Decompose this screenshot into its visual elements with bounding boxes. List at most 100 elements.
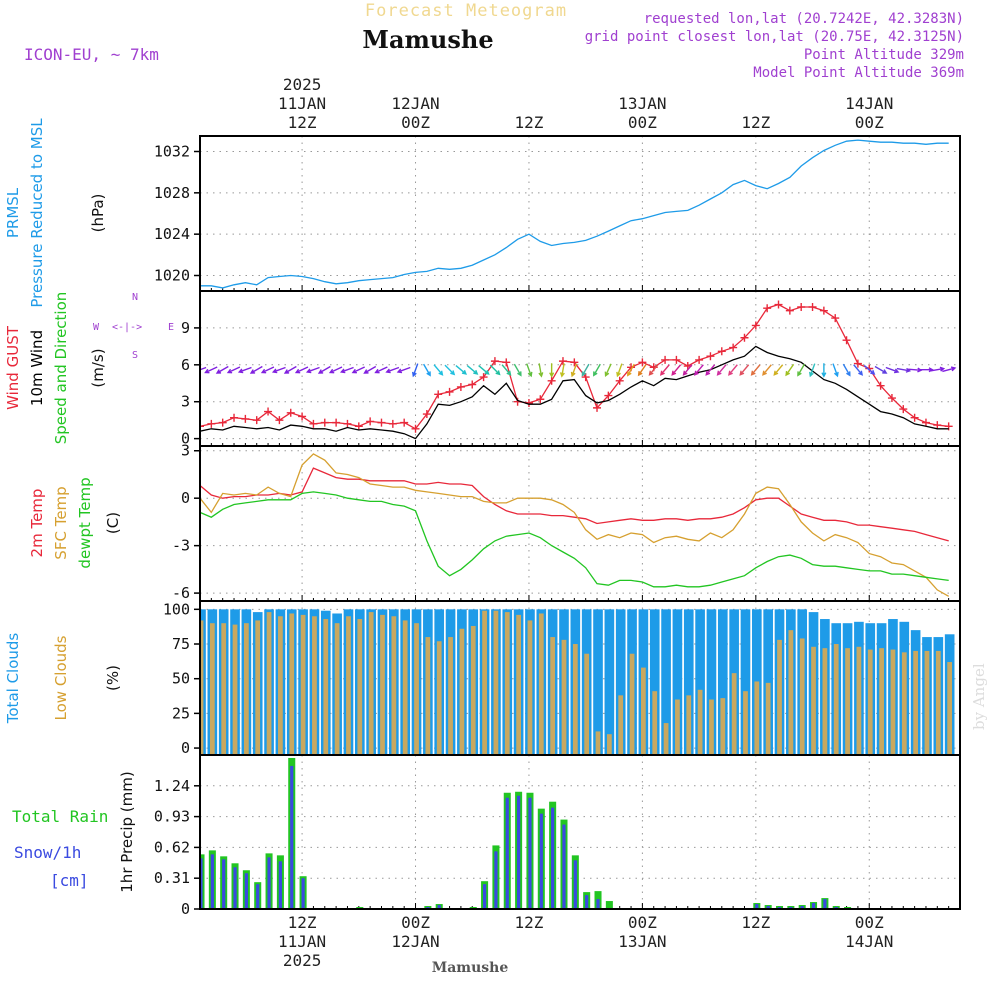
- panel-label: Pressure Reduced to MSL: [28, 118, 46, 308]
- low-cloud-bar: [200, 620, 204, 755]
- y-tick-label: 0: [181, 489, 190, 507]
- low-cloud-bar: [482, 610, 487, 755]
- wind-arrow: [762, 364, 772, 376]
- gust-point: [230, 413, 239, 422]
- low-cloud-bar: [561, 639, 567, 755]
- wind-arrow: [785, 364, 795, 377]
- bottom-tick-label: 13JAN: [618, 932, 666, 951]
- wind-arrow: [853, 364, 864, 376]
- wind-arrow: [581, 363, 590, 377]
- top-tick-label: 2025: [283, 75, 322, 94]
- plot-area: [200, 453, 950, 597]
- y-tick-label: 100: [163, 600, 190, 618]
- wind-arrow: [604, 363, 612, 377]
- snow-bar: [233, 867, 237, 909]
- gust-point: [774, 300, 783, 309]
- snow-bar: [301, 878, 305, 909]
- plot-area: [200, 139, 949, 289]
- panel-label: SFC Temp: [52, 486, 70, 559]
- y-tick-label: -6: [172, 584, 190, 602]
- total-cloud-bar: [706, 609, 717, 755]
- wind-arrow: [374, 366, 388, 374]
- wind-arrow: [739, 364, 750, 376]
- bottom-tick-label: 11JAN: [278, 932, 326, 951]
- snow-bar: [494, 851, 498, 909]
- y-tick-label: 1032: [154, 143, 190, 161]
- gust-point: [241, 414, 250, 423]
- top-tick-label: 12Z: [741, 113, 770, 132]
- low-cloud-bar: [595, 731, 601, 755]
- low-cloud-bar: [947, 662, 953, 755]
- low-cloud-bar: [629, 653, 635, 755]
- panel-frame: [199, 445, 961, 602]
- wind-arrow: [809, 363, 816, 378]
- snow-bar: [766, 906, 770, 909]
- bottom-tick-label: 00Z: [628, 913, 657, 932]
- panel-label: Wind GUST: [4, 325, 22, 410]
- gust-point: [751, 321, 760, 330]
- total-cloud-bar: [717, 609, 728, 755]
- snow-bar: [596, 899, 600, 909]
- plot-area: [200, 300, 957, 440]
- gust-point: [490, 357, 499, 366]
- compass-w: W: [93, 322, 100, 333]
- snow-bar: [517, 795, 521, 909]
- gust-point: [842, 336, 851, 345]
- panel-label: 10m Wind: [28, 330, 46, 406]
- grid: [200, 446, 960, 601]
- low-cloud-bar: [380, 614, 385, 755]
- snow-bar: [528, 797, 532, 909]
- low-cloud-bar: [255, 620, 261, 755]
- low-cloud-bar: [527, 620, 533, 755]
- gust-point: [921, 418, 930, 427]
- bottom-tick-4: 12Z: [741, 913, 770, 932]
- low-cloud-bar: [448, 637, 453, 755]
- gust-point: [366, 417, 375, 426]
- wind-arrow: [896, 367, 912, 373]
- y-tick-label: 75: [172, 635, 190, 653]
- series-line-prmsl: [200, 139, 949, 289]
- panel-label: Snow/1h: [14, 843, 81, 862]
- panel-unit-label: (hPa): [89, 194, 107, 233]
- low-cloud-bar: [697, 689, 703, 755]
- low-cloud-bar: [346, 616, 351, 755]
- wind-arrow: [385, 366, 400, 374]
- wind-arrow: [513, 363, 522, 377]
- gust-point: [332, 418, 341, 427]
- low-cloud-bar: [686, 695, 692, 755]
- wind-arrow: [648, 364, 659, 376]
- gust-point: [445, 387, 454, 396]
- wind-arrow: [489, 364, 501, 376]
- y-tick-label: 0.31: [154, 869, 190, 887]
- low-cloud-bar: [731, 673, 737, 755]
- wind-arrow: [570, 363, 578, 378]
- bottom-tick-label: 00Z: [401, 913, 430, 932]
- y-tick-label: 3: [181, 442, 190, 460]
- snow-bar: [256, 884, 260, 909]
- panel-label: [cm]: [50, 871, 89, 890]
- wind-arrow: [728, 364, 738, 376]
- snow-bar: [244, 873, 248, 909]
- y-tick-label: 0: [181, 900, 190, 918]
- low-cloud-bar: [516, 614, 521, 755]
- wind-arrow: [423, 363, 431, 377]
- gust-point: [808, 302, 817, 311]
- wind-arrow: [466, 365, 479, 375]
- snow-bar: [222, 859, 226, 909]
- point-altitude: Point Altitude 329m: [804, 47, 964, 63]
- total-cloud-bar: [740, 609, 751, 755]
- bottom-tick-label: 12Z: [288, 913, 317, 932]
- wind-arrow: [863, 365, 876, 375]
- gust-point: [388, 419, 397, 428]
- low-cloud-bar: [334, 623, 340, 755]
- y-tick-label: -3: [172, 537, 190, 555]
- low-cloud-bar: [300, 614, 306, 755]
- bottom-tick-label: 2025: [283, 951, 322, 970]
- bottom-tick-2: 12Z: [515, 913, 544, 932]
- snow-bar: [551, 807, 555, 909]
- low-cloud-bar: [606, 734, 612, 755]
- plot-area: [200, 609, 955, 755]
- series-line-dewpt-temp: [200, 491, 949, 588]
